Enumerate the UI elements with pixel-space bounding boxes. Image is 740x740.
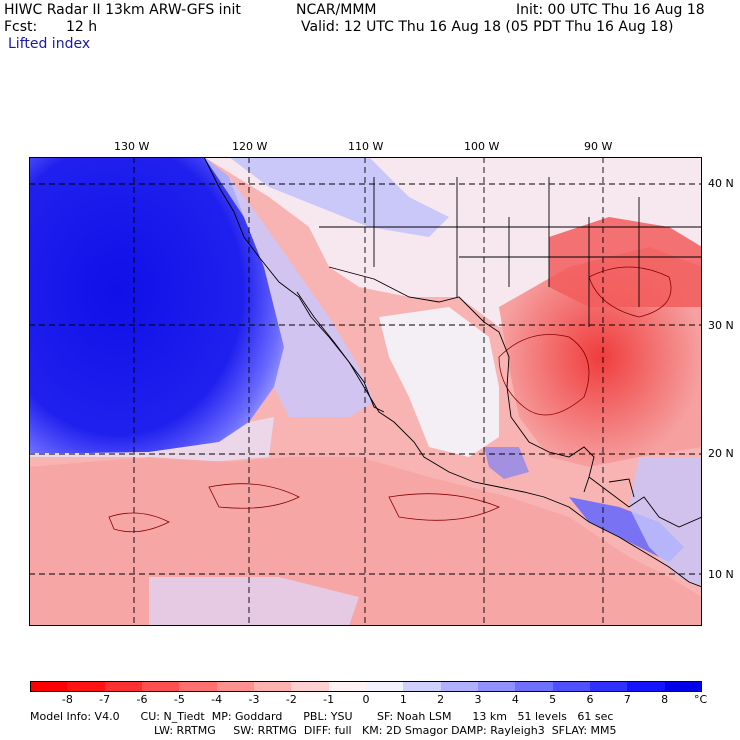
central-america-pale xyxy=(629,457,702,587)
fcst-label: Fcst: xyxy=(4,19,38,35)
colorbar-swatch xyxy=(179,681,218,692)
lat-label-30n: 30 N xyxy=(708,319,734,332)
lat-label-40n: 40 N xyxy=(708,177,734,190)
southeast-hot-region xyxy=(549,217,702,307)
contour-lines xyxy=(108,266,672,533)
colorbar-swatch xyxy=(366,681,404,692)
lon-label-110w: 110 W xyxy=(348,140,384,153)
colorbar-outline xyxy=(30,681,702,692)
cold-ocean-region xyxy=(29,157,284,453)
graticule xyxy=(29,157,702,626)
colorbar-tick-label: -4 xyxy=(211,693,223,706)
colorbar-tick-label: -6 xyxy=(136,693,148,706)
model-info-line1: Model Info: V4.0 CU: N_Tiedt MP: Goddard… xyxy=(30,710,614,723)
lon-label-90w: 90 W xyxy=(584,140,613,153)
colorbar-tick-label: -8 xyxy=(61,693,73,706)
colorbar-swatch xyxy=(627,681,666,692)
colorbar-swatch xyxy=(590,681,628,692)
colorbar-swatch xyxy=(254,681,292,692)
colorbar-swatch xyxy=(515,681,554,692)
pale-ocean-south xyxy=(29,417,274,462)
colorbar-swatch xyxy=(291,681,330,692)
colorbar-swatch xyxy=(216,681,255,692)
org-label: NCAR/MMM xyxy=(296,2,377,18)
pale-ocean-band xyxy=(204,157,374,417)
colorbar-swatch xyxy=(552,681,591,692)
colorbar-tick-label: 8 xyxy=(661,693,669,706)
mexico-plateau xyxy=(379,307,499,457)
colorbar-tick-label: 6 xyxy=(586,693,594,706)
northern-blue-patch xyxy=(229,157,449,237)
init-time: Init: 00 UTC Thu 16 Aug 18 xyxy=(516,2,705,18)
lon-label-100w: 100 W xyxy=(464,140,500,153)
lat-label-10n: 10 N xyxy=(708,568,734,581)
lon-label-120w: 120 W xyxy=(232,140,268,153)
colorbar-tick-label: 4 xyxy=(511,693,519,706)
field-name: Lifted index xyxy=(8,36,91,52)
colorbar-tick-label: -2 xyxy=(285,693,297,706)
colorbar-tick-label: 2 xyxy=(437,693,445,706)
colorbar-swatch xyxy=(142,681,180,692)
colorbar-swatch xyxy=(440,681,479,692)
model-title: HIWC Radar II 13km ARW-GFS init xyxy=(4,2,241,18)
colorbar-swatch xyxy=(67,681,106,692)
colorbar-unit: °C xyxy=(694,693,708,706)
colorbar-tick-label: 0 xyxy=(362,693,370,706)
lat-label-20n: 20 N xyxy=(708,447,734,460)
colorbar-tick-label: 3 xyxy=(474,693,482,706)
colorbar-tick-label: -5 xyxy=(173,693,185,706)
colorbar-swatch xyxy=(328,681,367,692)
mexico-blue-patch xyxy=(484,447,529,479)
model-info-line2: LW: RRTMG SW: RRTMG DIFF: full KM: 2D Sm… xyxy=(154,724,617,737)
colorbar-tick-label: -3 xyxy=(248,693,260,706)
colorbar-tick-label: -7 xyxy=(99,693,111,706)
colorbar-swatch xyxy=(478,681,516,692)
colorbar-tick-label: 7 xyxy=(623,693,631,706)
colorbar-swatch xyxy=(30,681,68,692)
lifted-index-map xyxy=(29,157,702,626)
colorbar-tick-label: 5 xyxy=(549,693,557,706)
colorbar-tick-label: 1 xyxy=(399,693,407,706)
coastlines-borders xyxy=(203,157,702,588)
fcst-value: 12 h xyxy=(66,19,98,35)
lon-label-130w: 130 W xyxy=(114,140,150,153)
colorbar-swatch xyxy=(403,681,442,692)
colorbar-swatch xyxy=(664,681,703,692)
colorbar-tick-label: -1 xyxy=(323,693,335,706)
southern-pale-band xyxy=(149,577,359,626)
valid-time: Valid: 12 UTC Thu 16 Aug 18 (05 PDT Thu … xyxy=(301,19,674,35)
colorbar-swatch xyxy=(104,681,143,692)
